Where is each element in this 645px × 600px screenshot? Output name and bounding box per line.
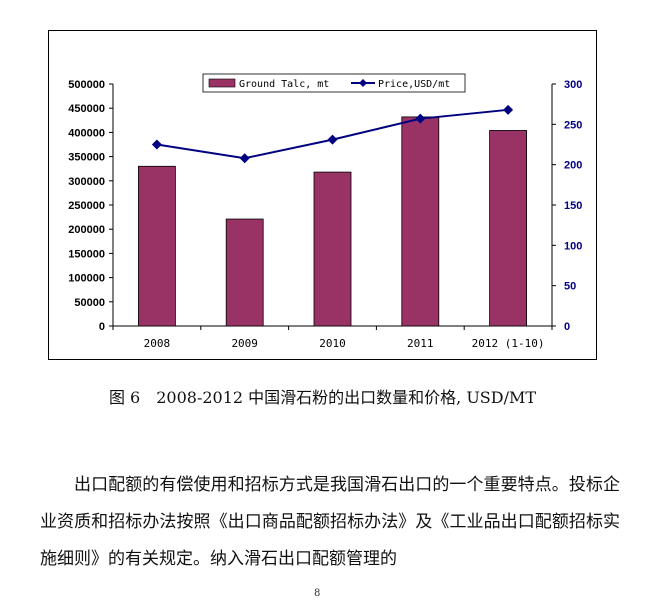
y-left-tick-label: 50000 — [74, 297, 105, 309]
legend-bar-swatch — [208, 78, 236, 88]
y-left-tick-label: 400000 — [68, 127, 105, 139]
y-right-tick-label: 300 — [564, 79, 582, 91]
y-left-tick-label: 200000 — [68, 224, 105, 236]
bar — [225, 218, 264, 327]
bar — [313, 171, 352, 327]
page-mark: 8 — [314, 588, 321, 599]
price-point — [327, 134, 338, 145]
bar — [138, 165, 176, 327]
x-tick-label: 2012 (1-10) — [472, 337, 545, 350]
legend-line-marker — [359, 79, 367, 87]
y-right-tick-label: 50 — [564, 281, 576, 293]
y-right-tick-label: 0 — [564, 321, 570, 333]
y-left-tick-label: 0 — [99, 321, 105, 333]
y-left-tick-label: 450000 — [68, 103, 105, 115]
legend-line-label: Price,USD/mt — [378, 79, 450, 90]
y-left-tick-label: 350000 — [68, 152, 105, 164]
y-left-tick-label: 150000 — [68, 248, 105, 260]
y-right-tick-label: 150 — [564, 200, 582, 212]
y-right-tick-label: 200 — [564, 160, 582, 172]
x-tick-label: 2009 — [231, 337, 258, 350]
price-point — [151, 139, 162, 150]
bar — [401, 116, 440, 327]
y-right-tick-label: 250 — [564, 119, 582, 131]
price-point — [415, 113, 426, 124]
price-point — [239, 153, 250, 164]
price-line — [156, 108, 509, 160]
figure-caption: 图 6 2008-2012 中国滑石粉的出口数量和价格, USD/MT — [108, 388, 537, 407]
body-text: 出口配额的有偿使用和招标方式是我国滑石出口的一个重要特点。投标企业资质和招标办法… — [40, 467, 620, 578]
y-left-tick-label: 250000 — [68, 200, 105, 212]
body-paragraph: 出口配额的有偿使用和招标方式是我国滑石出口的一个重要特点。投标企业资质和招标办法… — [40, 475, 620, 569]
price-point — [503, 104, 514, 115]
y-right-tick-label: 100 — [564, 240, 582, 252]
y-left-tick-label: 100000 — [68, 273, 105, 285]
x-tick-label: 2011 — [407, 337, 434, 350]
chart-svg: 0 50000 100000 150000 200000 250000 300000 3500… — [68, 73, 582, 350]
legend-bar-label: Ground Talc, mt — [239, 79, 329, 90]
bar — [489, 130, 528, 327]
legend-box — [202, 73, 466, 93]
y-left-tick-label: 500000 — [68, 79, 105, 91]
y-left-tick-label: 300000 — [68, 176, 105, 188]
x-tick-label: 2008 — [144, 337, 171, 350]
x-tick-label: 2010 — [319, 337, 346, 350]
chart-frame: 0 50000 100000 150000 200000 250000 300000 3500… — [48, 30, 597, 360]
